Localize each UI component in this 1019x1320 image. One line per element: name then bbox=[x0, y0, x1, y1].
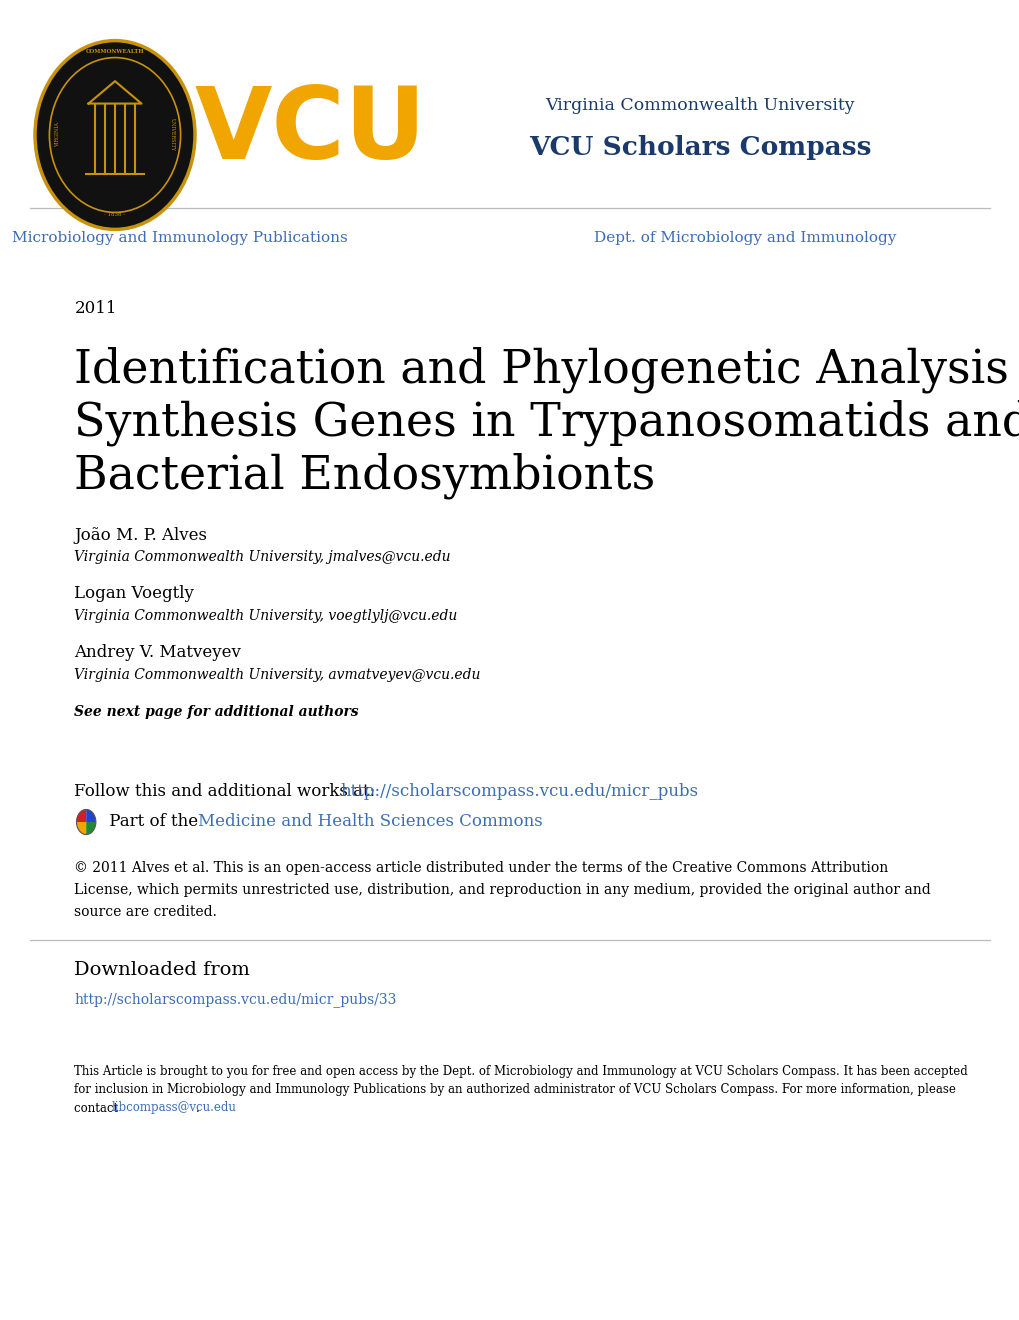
Text: UNIVERSITY: UNIVERSITY bbox=[170, 119, 175, 152]
Wedge shape bbox=[76, 822, 86, 834]
Text: COMMONWEALTH: COMMONWEALTH bbox=[86, 49, 144, 54]
Text: VIRGINIA: VIRGINIA bbox=[55, 123, 60, 148]
Text: Virginia Commonwealth University, avmatveyev@vcu.edu: Virginia Commonwealth University, avmatv… bbox=[74, 668, 480, 682]
Text: VCU Scholars Compass: VCU Scholars Compass bbox=[528, 136, 870, 161]
Text: http://scholarscompass.vcu.edu/micr_pubs: http://scholarscompass.vcu.edu/micr_pubs bbox=[340, 784, 698, 800]
Text: · 1838 ·: · 1838 · bbox=[104, 213, 125, 218]
Text: © 2011 Alves et al. This is an open-access article distributed under the terms o: © 2011 Alves et al. This is an open-acce… bbox=[74, 861, 888, 875]
Text: Dept. of Microbiology and Immunology: Dept. of Microbiology and Immunology bbox=[593, 231, 896, 246]
Text: Identification and Phylogenetic Analysis of Heme: Identification and Phylogenetic Analysis… bbox=[74, 347, 1019, 393]
Text: http://scholarscompass.vcu.edu/micr_pubs/33: http://scholarscompass.vcu.edu/micr_pubs… bbox=[74, 993, 396, 1007]
Text: Bacterial Endosymbionts: Bacterial Endosymbionts bbox=[74, 453, 655, 499]
Text: Microbiology and Immunology Publications: Microbiology and Immunology Publications bbox=[12, 231, 347, 246]
Text: Virginia Commonwealth University, voegtlylj@vcu.edu: Virginia Commonwealth University, voegtl… bbox=[74, 609, 458, 623]
Ellipse shape bbox=[35, 41, 195, 230]
Text: Andrey V. Matveyev: Andrey V. Matveyev bbox=[74, 644, 242, 661]
Text: .: . bbox=[196, 1101, 200, 1114]
Text: VCU: VCU bbox=[194, 83, 426, 181]
Text: License, which permits unrestricted use, distribution, and reproduction in any m: License, which permits unrestricted use,… bbox=[74, 883, 930, 898]
Text: contact: contact bbox=[74, 1101, 122, 1114]
Text: Downloaded from: Downloaded from bbox=[74, 961, 250, 979]
Wedge shape bbox=[86, 809, 96, 822]
Text: source are credited.: source are credited. bbox=[74, 906, 217, 919]
Wedge shape bbox=[76, 809, 86, 822]
Text: Synthesis Genes in Trypanosomatids and Their: Synthesis Genes in Trypanosomatids and T… bbox=[74, 400, 1019, 446]
Text: Follow this and additional works at:: Follow this and additional works at: bbox=[74, 784, 380, 800]
Text: for inclusion in Microbiology and Immunology Publications by an authorized admin: for inclusion in Microbiology and Immuno… bbox=[74, 1084, 956, 1097]
Text: Medicine and Health Sciences Commons: Medicine and Health Sciences Commons bbox=[198, 813, 542, 830]
Text: Logan Voegtly: Logan Voegtly bbox=[74, 586, 195, 602]
Text: libcompass@vcu.edu: libcompass@vcu.edu bbox=[112, 1101, 236, 1114]
Text: Part of the: Part of the bbox=[104, 813, 203, 830]
Text: João M. P. Alves: João M. P. Alves bbox=[74, 527, 207, 544]
Text: 2011: 2011 bbox=[74, 300, 117, 317]
Text: This Article is brought to you for free and open access by the Dept. of Microbio: This Article is brought to you for free … bbox=[74, 1065, 967, 1078]
Text: See next page for additional authors: See next page for additional authors bbox=[74, 705, 359, 719]
Text: Virginia Commonwealth University: Virginia Commonwealth University bbox=[544, 96, 854, 114]
Wedge shape bbox=[86, 822, 96, 834]
Text: Virginia Commonwealth University, jmalves@vcu.edu: Virginia Commonwealth University, jmalve… bbox=[74, 550, 450, 564]
